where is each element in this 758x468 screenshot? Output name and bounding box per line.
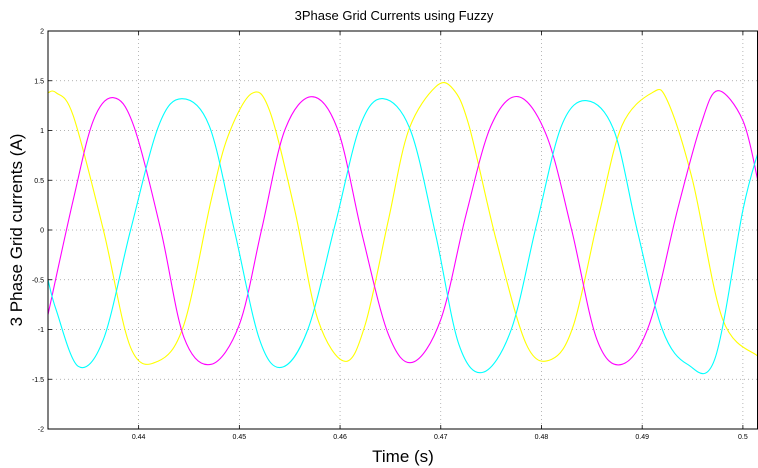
y-tick-label: -1 xyxy=(38,327,44,334)
x-tick-label: 0.49 xyxy=(635,434,649,441)
y-tick-label: -0.5 xyxy=(32,277,44,284)
y-tick-label: -2 xyxy=(38,427,44,434)
x-tick-label: 0.48 xyxy=(535,434,549,441)
x-axis-label: Time (s) xyxy=(372,447,434,466)
series-layer xyxy=(47,82,758,375)
y-axis-label: 3 Phase Grid currents (A) xyxy=(7,134,26,327)
x-tick-label: 0.5 xyxy=(738,434,748,441)
y-tick-label: 2 xyxy=(40,29,44,36)
y-tick-label: 1.5 xyxy=(34,78,44,85)
y-tick-label: 1 xyxy=(40,128,44,135)
chart-title: 3Phase Grid Currents using Fuzzy xyxy=(295,8,494,23)
plot-area-frame xyxy=(47,30,758,430)
x-tick-label: 0.45 xyxy=(233,434,247,441)
y-tick-label: -1.5 xyxy=(32,377,44,384)
x-tick-label: 0.47 xyxy=(434,434,448,441)
series-line-1 xyxy=(47,82,758,365)
x-tick-label: 0.46 xyxy=(333,434,347,441)
y-tick-label: 0.5 xyxy=(34,178,44,185)
x-tick-label: 0.44 xyxy=(132,434,146,441)
grid-layer xyxy=(48,31,758,429)
y-tick-label: 0 xyxy=(40,228,44,235)
tick-layer: 0.44 0.45 0.46 0.47 0.48 0.49 0.5 -2 -1.5 -1 -0.5 0… xyxy=(32,29,748,442)
series-line-2 xyxy=(47,90,758,366)
series-line-3 xyxy=(47,98,758,375)
